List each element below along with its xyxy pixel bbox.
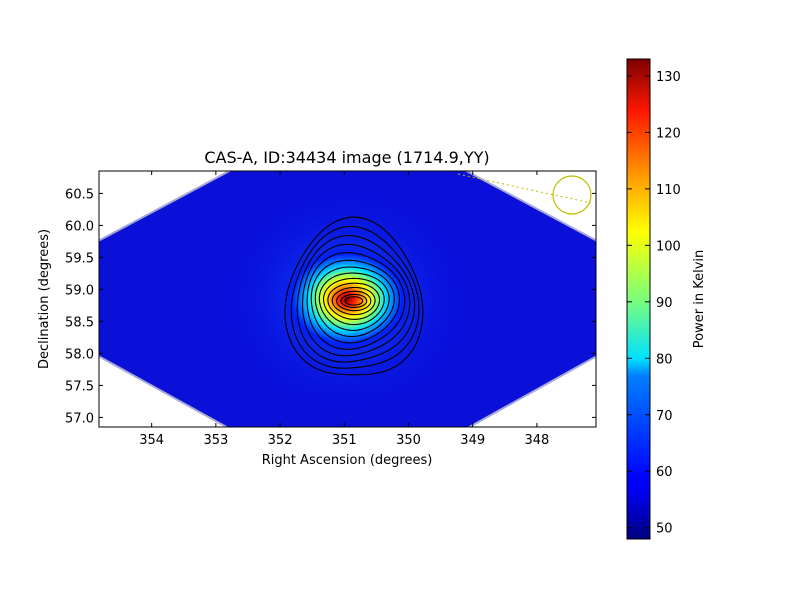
colorbar-tick-label: 50 <box>656 522 673 537</box>
plot-area <box>98 170 597 428</box>
x-tick-label: 353 <box>203 433 228 448</box>
y-axis-label: Declination (degrees) <box>37 229 52 369</box>
y-tick-label: 59.0 <box>65 283 94 298</box>
contour-line <box>314 266 395 338</box>
contour-lines <box>284 216 424 376</box>
colorbar-ticks: 50 60 70 80 90 100 110 120 130 <box>627 70 681 537</box>
colorbar-label: Power in Kelvin <box>692 250 707 348</box>
x-tick-label: 352 <box>268 433 293 448</box>
x-axis-label: Right Ascension (degrees) <box>262 453 433 468</box>
contour-line <box>322 277 385 326</box>
contour-line <box>290 225 420 369</box>
colorbar-tick-label: 70 <box>656 409 673 424</box>
contour-line <box>336 290 372 312</box>
colorbar-tick-label: 60 <box>656 465 673 480</box>
x-tick-label: 349 <box>460 433 485 448</box>
y-tick-label: 58.0 <box>65 347 94 362</box>
chart-title: CAS-A, ID:34434 image (1714.9,YY) <box>204 148 489 167</box>
y-tick-label: 57.5 <box>65 379 94 394</box>
contour-line <box>284 216 424 376</box>
contour-line <box>331 286 376 316</box>
y-tick-label: 60.0 <box>65 219 94 234</box>
x-tick-label: 354 <box>139 433 164 448</box>
colorbar-tick-label: 90 <box>656 296 673 311</box>
colorbar-tick-label: 110 <box>656 183 681 198</box>
contour-line <box>327 282 381 320</box>
contour-line <box>344 296 364 306</box>
colorbar-tick-label: 120 <box>656 126 681 141</box>
y-tick-label: 58.5 <box>65 315 94 330</box>
y-axis-ticks: 57.0 57.5 58.0 58.5 59.0 59.5 60.0 60.5 <box>65 187 596 426</box>
colorbar-tick-label: 80 <box>656 352 673 367</box>
x-tick-label: 351 <box>332 433 357 448</box>
beam-circle <box>552 175 592 215</box>
y-tick-label: 60.5 <box>65 187 94 202</box>
colorbar-tick-label: 130 <box>656 70 681 85</box>
contour-line <box>296 234 416 363</box>
x-axis-ticks: 354 353 352 351 350 349 348 <box>139 171 549 448</box>
axes-frame <box>98 170 597 428</box>
contour-line <box>301 243 411 357</box>
x-tick-label: 348 <box>525 433 550 448</box>
contour-line <box>340 293 368 308</box>
y-tick-label: 59.5 <box>65 251 94 266</box>
contour-line <box>318 272 390 331</box>
colorbar: 50 60 70 80 90 100 110 120 130 Power in Kelvin <box>626 58 707 540</box>
contour-line <box>310 259 401 344</box>
contour-line <box>306 252 406 350</box>
y-tick-label: 57.0 <box>65 411 94 426</box>
colorbar-tick-label: 100 <box>656 239 681 254</box>
x-tick-label: 350 <box>396 433 421 448</box>
colorbar-scale <box>626 58 651 540</box>
